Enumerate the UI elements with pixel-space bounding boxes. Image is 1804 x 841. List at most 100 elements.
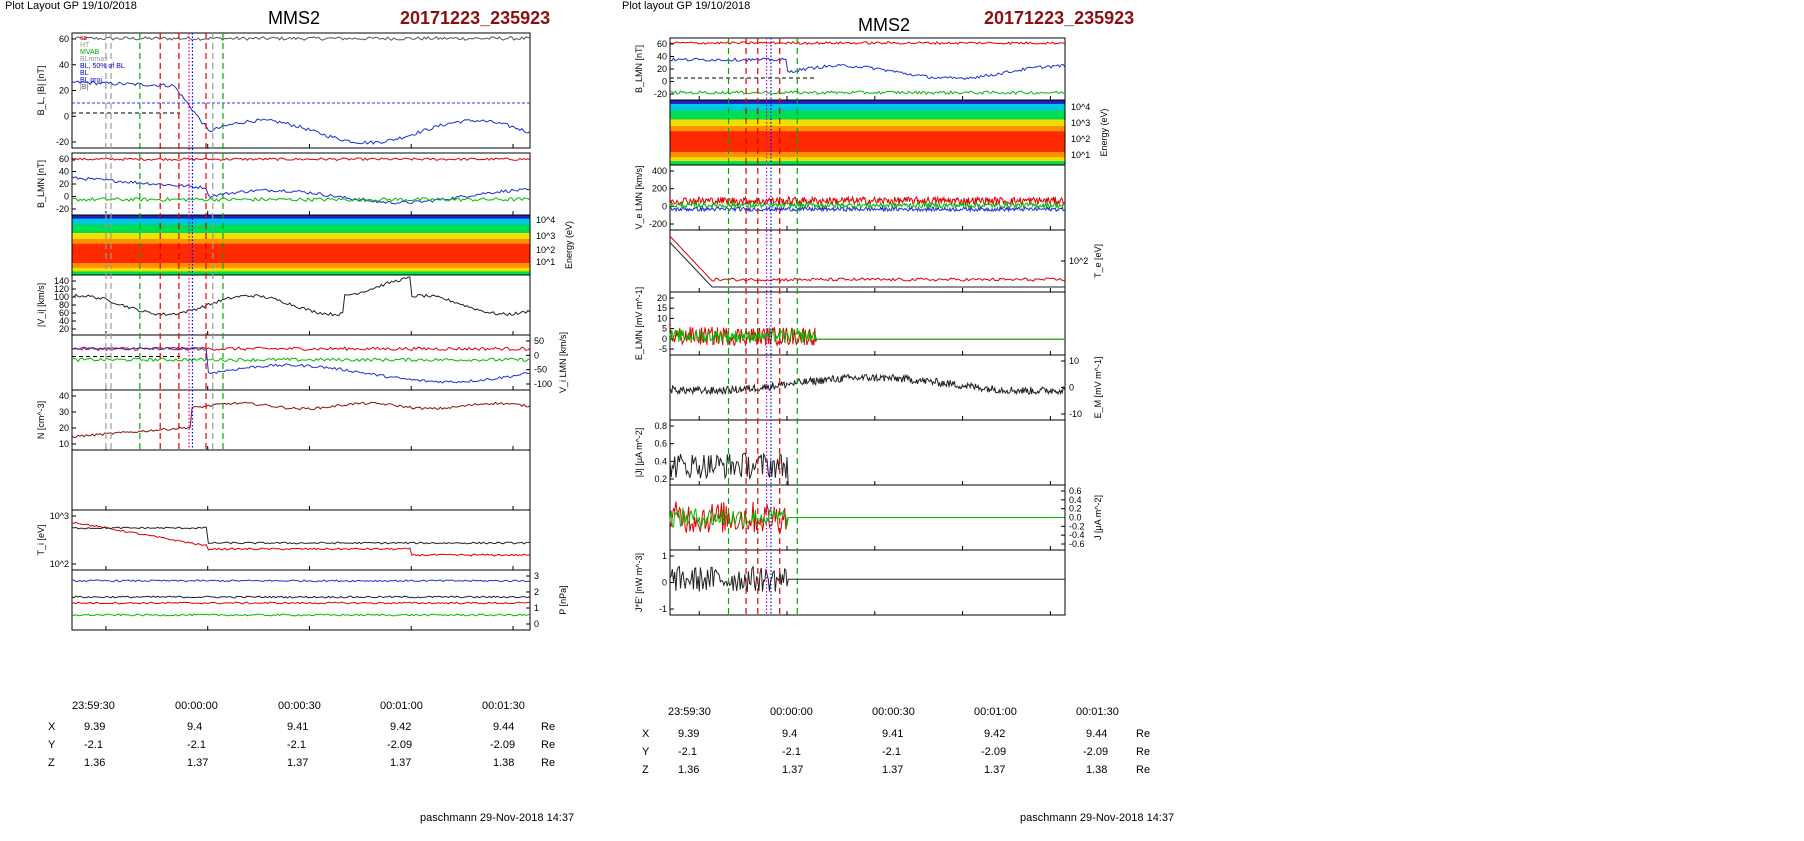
right-panel-j-ytick-label: 0.2 [654,474,667,484]
left-panel-vi-ytick-label: 20 [59,324,69,334]
left-eph-y-2: -2.1 [287,739,306,751]
right-panel-spectrogram-band [670,157,1065,162]
right-panel-blmn-ytick-label: -20 [654,89,667,99]
left-panel-b-l-ytick-label: 20 [59,86,69,96]
right-panel-em-ytick-label: 0 [1069,383,1074,393]
left-series-pp [71,601,530,605]
right-eph-y-unit: Re [1136,746,1151,758]
right-series-jm [669,506,1065,529]
legend-mvab: MVAB [80,49,100,56]
right-series-bn [670,90,1066,95]
left-panel-n: 40 30 20 10 N [cm^-3] [36,389,531,451]
right-eph-y-2: -2.1 [882,746,901,758]
right-panel-blmn-ytick-label: 20 [657,64,667,74]
right-eph-x-4: 9.44 [1086,728,1108,740]
left-panel-b-l-ylabel: B_L, |B| [nT] [36,66,46,116]
left-eph-z-4: 1.38 [493,757,515,769]
right-panel-je-ytick-label: -1 [659,604,667,614]
left-time-tick-1: 00:00:00 [175,700,218,712]
left-panel-spectrogram-band [72,243,530,264]
left-series-n [71,401,531,439]
right-panel-j-ylabel: |J| [μA m^-2] [634,428,644,478]
right-time-tick-4: 00:01:30 [1076,706,1119,718]
left-panel-vi-ytick-label: 80 [59,300,69,310]
left-panel-vi-ytick-label: 120 [54,284,69,294]
legend-bl-proj: BL proj [80,77,102,84]
right-eph-y-0: -2.1 [678,746,697,758]
right-panel-e-ytick-label: 20 [657,293,667,303]
right-eph-x-1: 9.4 [782,728,798,740]
left-panel-spectrogram-band [72,224,530,234]
left-eph-x-label: X [48,721,56,733]
left-series-tpar [71,521,531,557]
right-panel-jlmn: 0.60.40.20.0-0.2-0.4-0.6 J [μA m^-2] [669,484,1103,551]
right-panel-j-ytick-label: 0.6 [654,439,667,449]
right-spec-tick-label: 10^2 [1071,134,1090,144]
left-panel-n-frame [71,389,531,451]
left-panel-blmn-ytick-label: 60 [59,154,69,164]
legend-blmmax: BLmmax [80,56,108,63]
right-panel-jlmn-ytick-label: -0.6 [1069,539,1085,549]
right-panel-j-ytick-label: 0.4 [654,456,667,466]
left-panel-vilmn-ytick-label: -100 [534,379,552,389]
left-spacecraft-title: MMS2 [268,8,321,28]
left-event-id: 20171223_235923 [400,8,551,28]
right-eph-z-2: 1.37 [882,764,904,776]
left-panel-spectrogram-band [72,271,530,276]
left-series-tperp [71,526,531,545]
left-series-bn2 [71,196,531,203]
right-panel-jlmn-ytick-label: 0.4 [1069,495,1082,505]
left-series-bl2 [71,157,531,162]
right-footer: paschmann 29-Nov-2018 14:37 [1020,812,1175,824]
left-panel-ti-frame [71,509,531,571]
legend-bl: BL [80,70,89,77]
left-eph-y-4: -2.09 [490,739,516,751]
left-panel-p-ytick-label: 1 [534,603,539,613]
legend-ht: HT [80,42,90,49]
left-layout-label: Plot Layout GP 19/10/2018 [5,0,137,12]
left-spec-ylabel: Energy (eV) [564,221,574,269]
right-panel-spectrogram-band [670,152,1065,158]
right-panel-ve-ytick-label: 200 [652,184,667,194]
right-eph-z-0: 1.36 [678,764,700,776]
left-panel-blmn-frame [71,152,531,216]
right-eph-y-4: -2.09 [1083,746,1109,758]
left-eph-z-unit: Re [541,757,556,769]
right-panel-e-ylabel: E_LMN [mV m^-1] [634,287,644,360]
right-panel-jlmn-ytick-label: 0.6 [1069,486,1082,496]
left-panel-spectrogram-band [72,267,530,272]
left-eph-z-3: 1.37 [390,757,412,769]
left-panel-ti: 10^3 10^2 T_i [eV] [36,509,531,571]
left-panel-vi-ylabel: |V_i| [km/s] [36,283,46,327]
left-panel-blmn-ytick-label: -20 [56,204,69,214]
left-panel-b-l-ytick-label: 40 [59,60,69,70]
right-spec-ylabel: Energy (eV) [1099,108,1109,156]
right-series-tpar [669,235,1066,282]
left-eph-z-2: 1.37 [287,757,309,769]
left-eph-y-0: -2.1 [84,739,103,751]
left-eph-z-0: 1.36 [84,757,106,769]
left-panel-blmn-ytick-label: 40 [59,167,69,177]
left-panel-spectrogram-band [72,218,530,226]
left-eph-z-label: Z [48,757,55,769]
right-spec-tick-label: 10^4 [1071,102,1090,112]
left-panel-vi-ytick-label: 40 [59,316,69,326]
right-spec-tick-label: 10^3 [1071,118,1090,128]
left-panel-n-ytick-label: 20 [59,423,69,433]
right-panel-spectrogram-band [670,100,1065,105]
right-time-tick-2: 00:00:30 [872,706,915,718]
right-panel-te-ytick-label: 10^2 [1069,256,1088,266]
right-panel-blmn-ytick-label: 60 [657,39,667,49]
right-panel-j-ytick-label: 0.8 [654,421,667,431]
left-panel-blmn: 60 40 20 0 -20 B_LMN [nT] [36,152,531,216]
left-eph-x-unit: Re [541,721,556,733]
right-panel-te: 10^2 T_e [eV] [669,229,1103,293]
left-panel-b-l-ytick-label: 0 [64,111,69,121]
right-eph-y-3: -2.09 [981,746,1007,758]
right-series-el [669,326,1065,348]
right-panel-e-frame [669,291,1066,356]
